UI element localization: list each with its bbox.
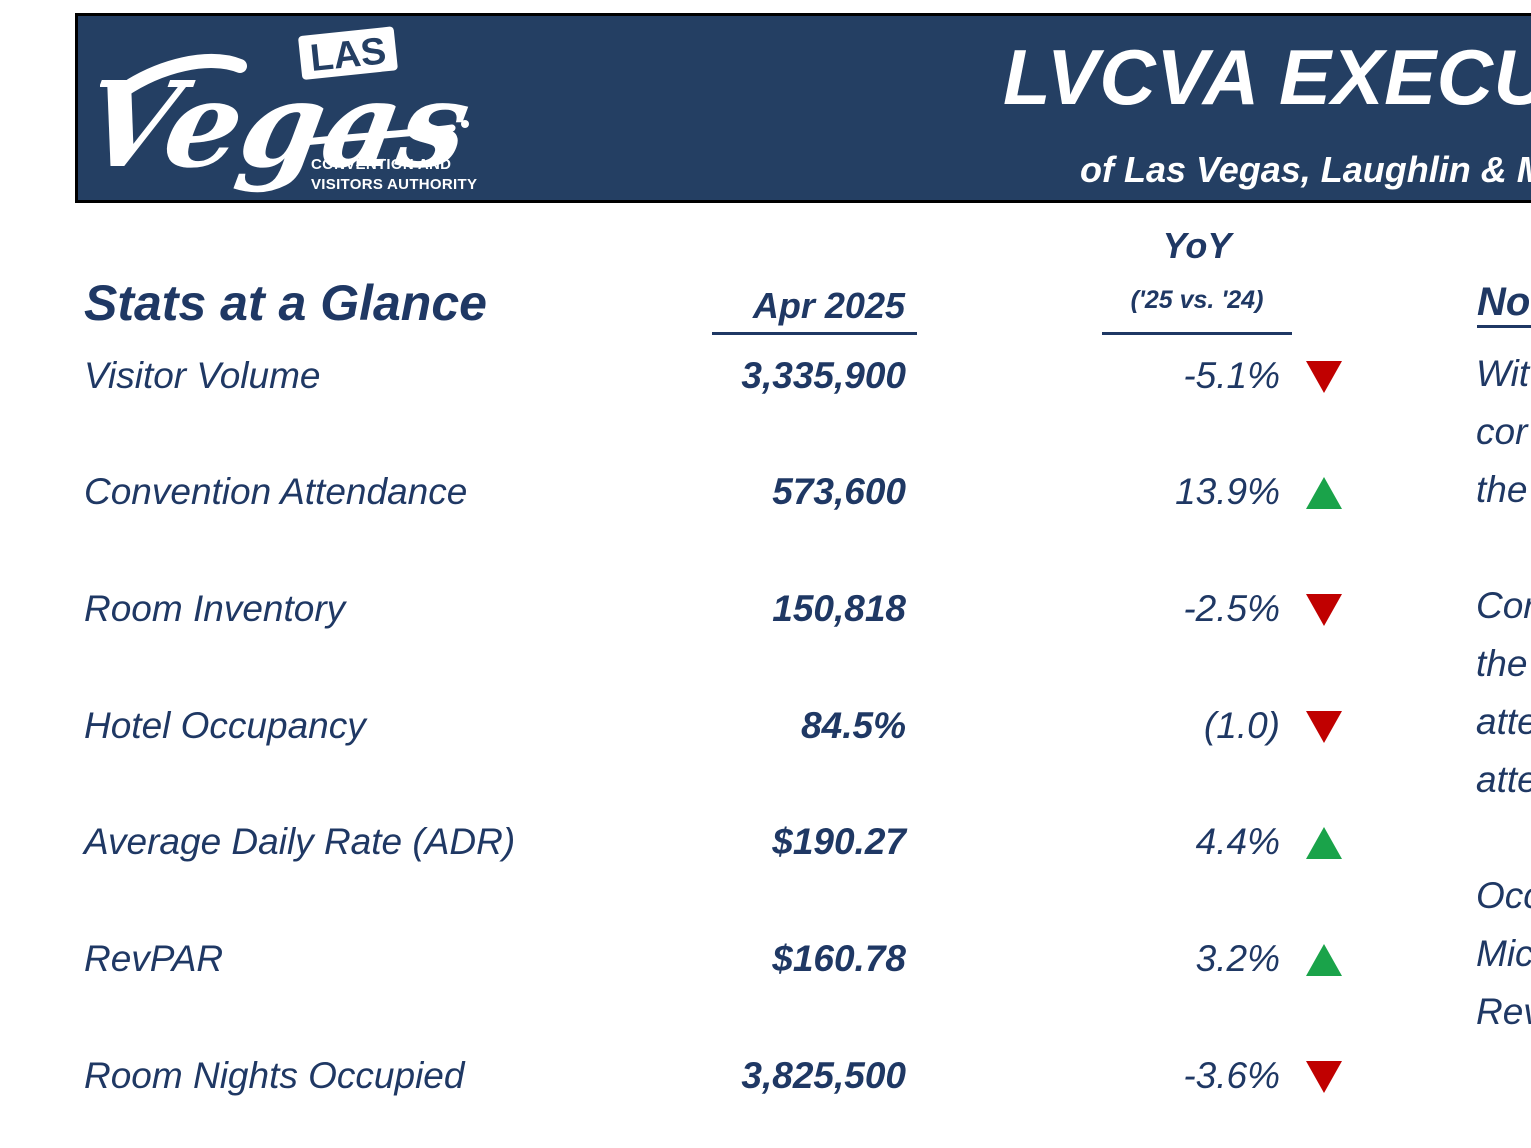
stat-value: $190.27: [772, 821, 906, 862]
down-arrow-icon: [1306, 711, 1342, 743]
stat-row-room-nights-occupied: Room Nights Occupied 3,825,500 -3.6%: [0, 1046, 1531, 1106]
notes-column: Wit cor the Cor the atte atte Occ Mic Re…: [1476, 345, 1531, 1041]
notes-line: Occ: [1476, 875, 1531, 916]
logo-las-text: LAS: [308, 30, 388, 80]
stats-title: Stats at a Glance: [84, 275, 487, 331]
down-arrow-icon: [1306, 361, 1342, 393]
notes-line: Cor: [1476, 585, 1531, 626]
stat-label: Visitor Volume: [84, 355, 321, 396]
stat-change: -2.5%: [1183, 588, 1280, 629]
yoy-column-header: YoY ('25 vs. '24): [1102, 224, 1292, 335]
stat-value: 84.5%: [801, 705, 906, 746]
yoy-sublabel: ('25 vs. '24): [1130, 286, 1264, 314]
stat-label: Hotel Occupancy: [84, 705, 366, 746]
las-vegas-logo: LAS Vegas: [100, 26, 480, 195]
stat-value: 3,335,900: [741, 355, 906, 396]
stat-label: Average Daily Rate (ADR): [84, 821, 516, 862]
yoy-label: YoY: [1162, 225, 1232, 266]
stat-value: 573,600: [772, 471, 906, 512]
stat-label: Convention Attendance: [84, 471, 468, 512]
notes-line: Wit: [1476, 353, 1530, 394]
stat-row-room-inventory: Room Inventory 150,818 -2.5%: [0, 579, 1531, 639]
stat-change: (1.0): [1203, 705, 1280, 746]
notes-line: Rev: [1476, 991, 1531, 1032]
header-banner: LAS Vegas CONVENTION AND VISITORS AUTHOR…: [75, 13, 1531, 203]
logo-subtitle-line1: CONVENTION AND: [311, 156, 452, 173]
up-arrow-icon: [1306, 944, 1342, 976]
logo-vegas-text: Vegas: [100, 56, 480, 195]
down-arrow-icon: [1306, 594, 1342, 626]
stat-row-convention-attendance: Convention Attendance 573,600 13.9%: [0, 462, 1531, 522]
stat-value: 150,818: [772, 588, 906, 629]
notes-line: atte: [1476, 759, 1531, 800]
stat-change: 3.2%: [1195, 938, 1280, 979]
stat-change: -3.6%: [1183, 1055, 1280, 1096]
stat-label: RevPAR: [84, 938, 224, 979]
stat-label: Room Inventory: [84, 588, 346, 629]
stat-value: 3,825,500: [741, 1055, 906, 1096]
notes-line: cor: [1476, 411, 1528, 452]
notes-line: Mic: [1476, 933, 1531, 974]
report-title: LVCVA EXECU: [1003, 33, 1531, 121]
stat-row-visitor-volume: Visitor Volume 3,335,900 -5.1%: [0, 346, 1531, 406]
stat-change: 13.9%: [1175, 471, 1280, 512]
stat-row-hotel-occupancy: Hotel Occupancy 84.5% (1.0): [0, 696, 1531, 756]
stat-label: Room Nights Occupied: [84, 1055, 465, 1096]
notes-column-header: No: [1477, 280, 1531, 328]
notes-line: the: [1476, 643, 1528, 684]
stat-row-adr: Average Daily Rate (ADR) $190.27 4.4%: [0, 812, 1531, 872]
stat-change: 4.4%: [1195, 821, 1280, 862]
down-arrow-icon: [1306, 1061, 1342, 1093]
up-arrow-icon: [1306, 477, 1342, 509]
report-subtitle: of Las Vegas, Laughlin & M: [1080, 149, 1531, 190]
notes-line: atte: [1476, 701, 1531, 742]
logo-subtitle-line2: VISITORS AUTHORITY: [311, 176, 478, 193]
up-arrow-icon: [1306, 827, 1342, 859]
stat-value: $160.78: [772, 938, 906, 979]
month-column-header: Apr 2025: [712, 285, 917, 335]
stat-row-revpar: RevPAR $160.78 3.2%: [0, 929, 1531, 989]
notes-line: the: [1476, 469, 1528, 510]
stat-change: -5.1%: [1183, 355, 1280, 396]
